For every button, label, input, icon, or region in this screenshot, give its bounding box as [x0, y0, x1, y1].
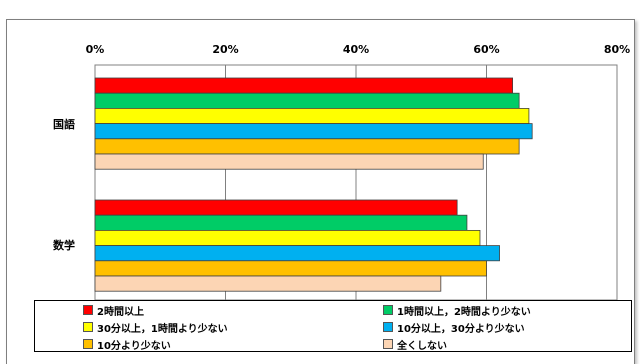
legend-item: 全くしない — [383, 336, 447, 352]
legend-swatch — [83, 322, 93, 332]
x-tick-label: 20% — [212, 43, 238, 56]
bar — [94, 229, 481, 246]
legend-label: 30分以上，1時間より少ない — [97, 323, 228, 335]
bar — [94, 92, 520, 109]
x-tick-label: 0% — [86, 43, 105, 56]
legend: 2時間以上 1時間以上，2時間より少ない 30分以上，1時間より少ない 10分以上，3… — [34, 300, 632, 352]
legend-swatch — [83, 305, 93, 315]
category-label: 国語 — [53, 117, 75, 131]
bar — [94, 275, 442, 292]
bar — [94, 77, 514, 94]
bar — [94, 214, 468, 231]
legend-item: 2時間以上 — [83, 302, 144, 318]
legend-swatch — [383, 305, 393, 315]
x-tick-label: 80% — [604, 43, 630, 56]
legend-item: 1時間以上，2時間より少ない — [383, 302, 531, 318]
legend-label: 10分より少ない — [97, 340, 171, 352]
legend-item: 10分より少ない — [83, 336, 171, 352]
bar — [94, 108, 530, 125]
category-label: 数学 — [53, 238, 75, 252]
legend-swatch — [83, 339, 93, 349]
bar — [94, 123, 533, 140]
bar — [94, 260, 487, 277]
bar — [94, 138, 520, 155]
chart-frame — [6, 19, 635, 364]
legend-swatch — [383, 339, 393, 349]
legend-item: 10分以上，30分より少ない — [383, 319, 525, 335]
legend-item: 30分以上，1時間より少ない — [83, 319, 228, 335]
legend-label: 2時間以上 — [97, 306, 144, 318]
bar — [94, 199, 458, 216]
legend-label: 10分以上，30分より少ない — [397, 323, 525, 335]
x-tick-label: 40% — [343, 43, 369, 56]
legend-label: 全くしない — [397, 340, 447, 352]
legend-swatch — [383, 322, 393, 332]
bar — [94, 153, 484, 170]
legend-label: 1時間以上，2時間より少ない — [397, 306, 531, 318]
x-tick-label: 60% — [473, 43, 499, 56]
bar — [94, 245, 500, 262]
